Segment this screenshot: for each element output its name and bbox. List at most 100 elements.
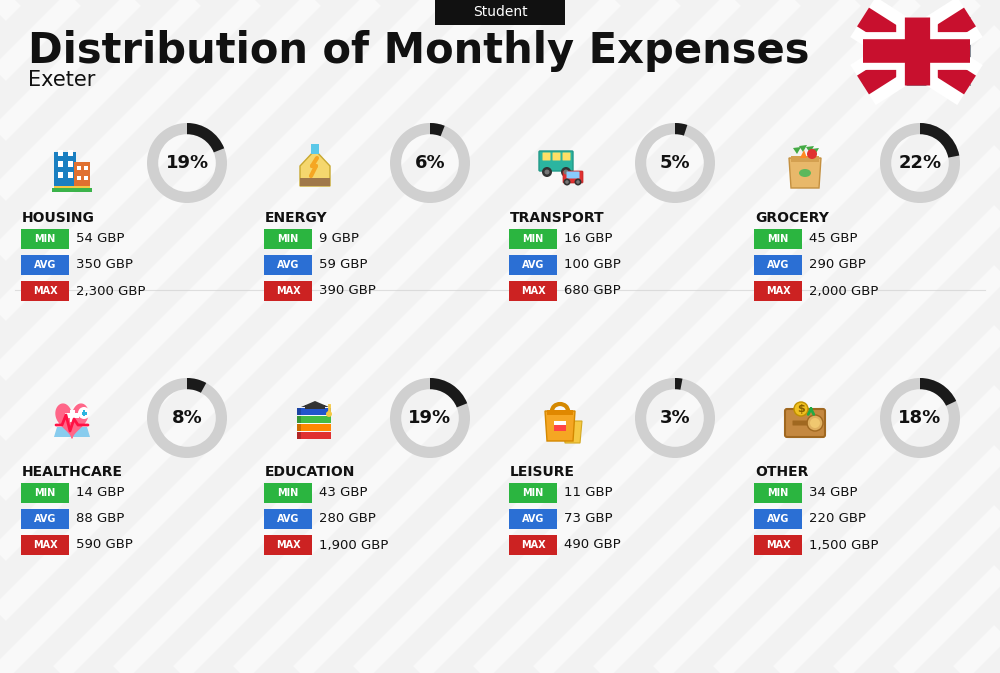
Circle shape — [78, 407, 90, 419]
FancyBboxPatch shape — [509, 535, 557, 555]
Circle shape — [807, 415, 823, 431]
Text: OTHER: OTHER — [755, 465, 808, 479]
Text: MIN: MIN — [34, 234, 56, 244]
Text: MIN: MIN — [34, 488, 56, 498]
Text: MAX: MAX — [33, 286, 57, 296]
Text: 16 GBP: 16 GBP — [564, 232, 612, 246]
Text: MIN: MIN — [522, 234, 544, 244]
Text: 14 GBP: 14 GBP — [76, 487, 124, 499]
FancyBboxPatch shape — [554, 421, 566, 431]
Wedge shape — [187, 123, 224, 152]
FancyBboxPatch shape — [792, 421, 808, 425]
Text: MAX: MAX — [33, 540, 57, 550]
FancyBboxPatch shape — [58, 161, 63, 167]
Text: 1,500 GBP: 1,500 GBP — [809, 538, 879, 551]
Text: 290 GBP: 290 GBP — [809, 258, 866, 271]
FancyBboxPatch shape — [791, 156, 819, 162]
Text: 9 GBP: 9 GBP — [319, 232, 359, 246]
Text: MIN: MIN — [767, 488, 789, 498]
FancyBboxPatch shape — [21, 281, 69, 301]
FancyBboxPatch shape — [863, 17, 970, 85]
Wedge shape — [187, 378, 206, 393]
FancyBboxPatch shape — [58, 172, 63, 178]
Wedge shape — [430, 123, 445, 136]
Text: AVG: AVG — [34, 514, 56, 524]
Text: MIN: MIN — [277, 234, 299, 244]
Circle shape — [794, 402, 808, 416]
Circle shape — [542, 167, 552, 177]
FancyBboxPatch shape — [509, 229, 557, 249]
Text: EDUCATION: EDUCATION — [265, 465, 355, 479]
FancyBboxPatch shape — [435, 0, 565, 25]
FancyBboxPatch shape — [563, 171, 583, 183]
Wedge shape — [390, 123, 470, 203]
FancyBboxPatch shape — [562, 153, 570, 160]
Text: TRANSPORT: TRANSPORT — [510, 211, 605, 225]
FancyBboxPatch shape — [754, 229, 802, 249]
Text: 680 GBP: 680 GBP — [564, 285, 621, 297]
Wedge shape — [390, 378, 470, 458]
FancyBboxPatch shape — [754, 483, 802, 503]
Text: AVG: AVG — [277, 514, 299, 524]
Text: MIN: MIN — [767, 234, 789, 244]
Circle shape — [564, 170, 568, 174]
FancyBboxPatch shape — [21, 255, 69, 275]
Polygon shape — [54, 427, 90, 437]
Text: MAX: MAX — [521, 286, 545, 296]
Ellipse shape — [799, 169, 811, 177]
Text: 45 GBP: 45 GBP — [809, 232, 858, 246]
Polygon shape — [563, 421, 582, 443]
Polygon shape — [800, 150, 807, 158]
Text: 1,900 GBP: 1,900 GBP — [319, 538, 388, 551]
Text: 19%: 19% — [408, 409, 452, 427]
Text: MAX: MAX — [276, 286, 300, 296]
Circle shape — [561, 167, 571, 177]
Circle shape — [576, 180, 580, 184]
Polygon shape — [300, 150, 330, 186]
Text: 590 GBP: 590 GBP — [76, 538, 133, 551]
Wedge shape — [675, 378, 682, 390]
Text: MAX: MAX — [766, 286, 790, 296]
FancyBboxPatch shape — [542, 153, 550, 160]
Text: 490 GBP: 490 GBP — [564, 538, 621, 551]
FancyBboxPatch shape — [297, 424, 301, 431]
FancyBboxPatch shape — [83, 410, 85, 416]
Wedge shape — [880, 123, 960, 203]
FancyBboxPatch shape — [65, 413, 79, 418]
FancyBboxPatch shape — [297, 432, 301, 439]
Text: AVG: AVG — [277, 260, 299, 270]
Circle shape — [564, 178, 570, 186]
FancyBboxPatch shape — [297, 416, 301, 423]
FancyBboxPatch shape — [84, 176, 88, 180]
Wedge shape — [635, 378, 715, 458]
FancyBboxPatch shape — [552, 153, 560, 160]
FancyBboxPatch shape — [54, 186, 90, 190]
Text: 59 GBP: 59 GBP — [319, 258, 368, 271]
Text: 73 GBP: 73 GBP — [564, 513, 613, 526]
FancyBboxPatch shape — [21, 535, 69, 555]
Text: 350 GBP: 350 GBP — [76, 258, 133, 271]
Text: Distribution of Monthly Expenses: Distribution of Monthly Expenses — [28, 30, 810, 72]
Text: AVG: AVG — [767, 514, 789, 524]
Text: Student: Student — [473, 5, 527, 19]
Text: ENERGY: ENERGY — [265, 211, 328, 225]
Circle shape — [326, 411, 332, 417]
FancyBboxPatch shape — [64, 186, 67, 188]
FancyBboxPatch shape — [509, 281, 557, 301]
Circle shape — [810, 418, 820, 428]
Text: 18%: 18% — [898, 409, 942, 427]
FancyBboxPatch shape — [509, 255, 557, 275]
FancyBboxPatch shape — [297, 416, 331, 423]
FancyBboxPatch shape — [77, 176, 80, 180]
Text: 54 GBP: 54 GBP — [76, 232, 124, 246]
Text: 43 GBP: 43 GBP — [319, 487, 368, 499]
FancyBboxPatch shape — [311, 144, 319, 154]
Polygon shape — [56, 404, 88, 438]
Wedge shape — [880, 378, 960, 458]
Wedge shape — [147, 123, 227, 203]
FancyBboxPatch shape — [82, 411, 87, 415]
Wedge shape — [920, 378, 956, 406]
Text: AVG: AVG — [767, 260, 789, 270]
Text: 3%: 3% — [660, 409, 690, 427]
FancyBboxPatch shape — [785, 409, 825, 437]
